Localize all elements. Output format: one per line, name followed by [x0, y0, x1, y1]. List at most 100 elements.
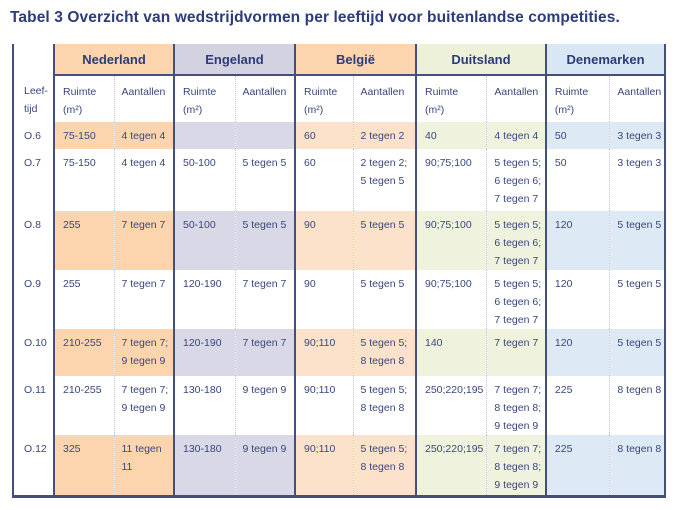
cell-o8-duitsland-ruimte: 90;75;100	[415, 211, 487, 270]
cell-o6-engeland-aantallen	[234, 122, 295, 149]
cell-o10-belgie-aantallen: 5 tegen 5; 8 tegen 8	[352, 329, 416, 376]
cell-o7-nederland-aantallen: 4 tegen 4	[113, 149, 174, 211]
cell-o9-engeland-aantallen: 7 tegen 7	[234, 270, 295, 329]
cell-o12-nederland-ruimte: 325	[53, 435, 114, 496]
cell-o11-engeland-ruimte: 130-180	[173, 376, 235, 435]
age-cell-o12: O.12	[12, 435, 54, 496]
cell-o10-engeland-aantallen: 7 tegen 7	[234, 329, 295, 376]
table-row-o7: O.7 75-150 4 tegen 4 50-100 5 tegen 5 60 2 teg…	[12, 149, 667, 211]
cell-o8-denemarken-aantallen: 5 tegen 5	[609, 211, 667, 270]
cell-o12-duitsland-ruimte: 250;220;195	[415, 435, 487, 496]
cell-o12-engeland-aantallen: 9 tegen 9	[234, 435, 295, 496]
cell-o12-belgie-ruimte: 90;110	[294, 435, 353, 496]
subheader-duitsland-ruimte: Ruimte (m²)	[415, 75, 487, 122]
subheader-nederland-aantallen: Aantallen	[113, 75, 174, 122]
cell-o10-nederland-aantallen: 7 tegen 7; 9 tegen 9	[113, 329, 174, 376]
cell-o7-engeland-ruimte: 50-100	[173, 149, 235, 211]
cell-o9-engeland-ruimte: 120-190	[173, 270, 235, 329]
cell-o7-engeland-aantallen: 5 tegen 5	[234, 149, 295, 211]
cell-o8-denemarken-ruimte: 120	[544, 211, 610, 270]
age-cell-o10: O.10	[12, 329, 54, 376]
cell-o6-denemarken-aantallen: 3 tegen 3	[609, 122, 667, 149]
cell-o7-duitsland-ruimte: 90;75;100	[415, 149, 487, 211]
age-cell-o6: O.6	[12, 122, 54, 149]
cell-o10-denemarken-ruimte: 120	[544, 329, 610, 376]
cell-o12-nederland-aantallen: 11 tegen 11	[113, 435, 174, 496]
cell-o7-duitsland-aantallen: 5 tegen 5; 6 tegen 6; 7 tegen 7	[486, 149, 546, 211]
cell-o6-duitsland-aantallen: 4 tegen 4	[486, 122, 546, 149]
cell-o8-nederland-ruimte: 255	[53, 211, 114, 270]
country-header-denemarken: Denemarken	[544, 44, 667, 76]
subheader-denemarken-aantallen: Aantallen	[609, 75, 667, 122]
cell-o10-belgie-ruimte: 90;110	[294, 329, 353, 376]
cell-o10-duitsland-aantallen: 7 tegen 7	[486, 329, 546, 376]
age-cell-o8: O.8	[12, 211, 54, 270]
country-header-duitsland: Duitsland	[415, 44, 546, 76]
age-cell-o11: O.11	[12, 376, 54, 435]
table-row-o9: O.9 255 7 tegen 7 120-190 7 tegen 7 90 5 tegen…	[12, 270, 667, 329]
cell-o12-denemarken-ruimte: 225	[544, 435, 610, 496]
table-row-o6: O.6 75-150 4 tegen 4 60 2 tegen 2 40 4 tegen 4…	[12, 122, 667, 149]
subheader-belgie-ruimte: Ruimte (m²)	[294, 75, 353, 122]
cell-o11-nederland-ruimte: 210-255	[53, 376, 114, 435]
age-header-blank	[12, 44, 54, 75]
cell-o9-duitsland-aantallen: 5 tegen 5; 6 tegen 6; 7 tegen 7	[486, 270, 546, 329]
cell-o10-denemarken-aantallen: 5 tegen 5	[609, 329, 667, 376]
cell-o9-nederland-ruimte: 255	[53, 270, 114, 329]
age-cell-o9: O.9	[12, 270, 54, 329]
cell-o6-denemarken-ruimte: 50	[544, 122, 610, 149]
cell-o8-engeland-ruimte: 50-100	[173, 211, 235, 270]
match-formats-table: Nederland Engeland België Duitsland Denemark…	[12, 44, 667, 498]
cell-o12-duitsland-aantallen: 7 tegen 7; 8 tegen 8; 9 tegen 9	[486, 435, 546, 496]
cell-o8-engeland-aantallen: 5 tegen 5	[234, 211, 295, 270]
cell-o11-denemarken-ruimte: 225	[544, 376, 610, 435]
subheader-denemarken-ruimte: Ruimte (m²)	[544, 75, 610, 122]
cell-o8-nederland-aantallen: 7 tegen 7	[113, 211, 174, 270]
cell-o7-belgie-aantallen: 2 tegen 2; 5 tegen 5	[352, 149, 416, 211]
cell-o11-nederland-aantallen: 7 tegen 7; 9 tegen 9	[113, 376, 174, 435]
cell-o11-belgie-ruimte: 90;110	[294, 376, 353, 435]
cell-o11-denemarken-aantallen: 8 tegen 8	[609, 376, 667, 435]
age-column-header: Leef- tijd	[12, 75, 54, 122]
cell-o10-nederland-ruimte: 210-255	[53, 329, 114, 376]
cell-o12-engeland-ruimte: 130-180	[173, 435, 235, 496]
cell-o8-belgie-aantallen: 5 tegen 5	[352, 211, 416, 270]
table-row-o12: O.12 325 11 tegen 11 130-180 9 tegen 9 90;110…	[12, 435, 667, 496]
cell-o10-duitsland-ruimte: 140	[415, 329, 487, 376]
cell-o6-belgie-aantallen: 2 tegen 2	[352, 122, 416, 149]
cell-o9-belgie-ruimte: 90	[294, 270, 353, 329]
cell-o6-belgie-ruimte: 60	[294, 122, 353, 149]
subheader-nederland-ruimte: Ruimte (m²)	[53, 75, 114, 122]
cell-o7-belgie-ruimte: 60	[294, 149, 353, 211]
country-header-nederland: Nederland	[53, 44, 174, 76]
cell-o9-denemarken-ruimte: 120	[544, 270, 610, 329]
cell-o9-nederland-aantallen: 7 tegen 7	[113, 270, 174, 329]
cell-o11-duitsland-ruimte: 250;220;195	[415, 376, 487, 435]
cell-o9-duitsland-ruimte: 90;75;100	[415, 270, 487, 329]
cell-o6-duitsland-ruimte: 40	[415, 122, 487, 149]
cell-o11-belgie-aantallen: 5 tegen 5; 8 tegen 8	[352, 376, 416, 435]
cell-o6-nederland-ruimte: 75-150	[53, 122, 114, 149]
cell-o8-duitsland-aantallen: 5 tegen 5; 6 tegen 6; 7 tegen 7	[486, 211, 546, 270]
cell-o6-engeland-ruimte	[173, 122, 235, 149]
country-header-engeland: Engeland	[173, 44, 295, 76]
subheader-duitsland-aantallen: Aantallen	[486, 75, 546, 122]
cell-o12-denemarken-aantallen: 8 tegen 8	[609, 435, 667, 496]
country-header-belgie: België	[294, 44, 416, 76]
cell-o8-belgie-ruimte: 90	[294, 211, 353, 270]
table-title: Tabel 3 Overzicht van wedstrijdvormen pe…	[10, 9, 620, 26]
subheader-engeland-ruimte: Ruimte (m²)	[173, 75, 235, 122]
subheader-engeland-aantallen: Aantallen	[234, 75, 295, 122]
table-row-o11: O.11 210-255 7 tegen 7; 9 tegen 9 130-180 9 …	[12, 376, 667, 435]
cell-o11-engeland-aantallen: 9 tegen 9	[234, 376, 295, 435]
cell-o10-engeland-ruimte: 120-190	[173, 329, 235, 376]
cell-o7-denemarken-aantallen: 3 tegen 3	[609, 149, 667, 211]
cell-o11-duitsland-aantallen: 7 tegen 7; 8 tegen 8; 9 tegen 9	[486, 376, 546, 435]
cell-o12-belgie-aantallen: 5 tegen 5; 8 tegen 8	[352, 435, 416, 496]
table-row-o10: O.10 210-255 7 tegen 7; 9 tegen 9 120-190 7 …	[12, 329, 667, 376]
subheader-belgie-aantallen: Aantallen	[352, 75, 416, 122]
age-cell-o7: O.7	[12, 149, 54, 211]
cell-o7-denemarken-ruimte: 50	[544, 149, 610, 211]
cell-o9-denemarken-aantallen: 5 tegen 5	[609, 270, 667, 329]
cell-o7-nederland-ruimte: 75-150	[53, 149, 114, 211]
